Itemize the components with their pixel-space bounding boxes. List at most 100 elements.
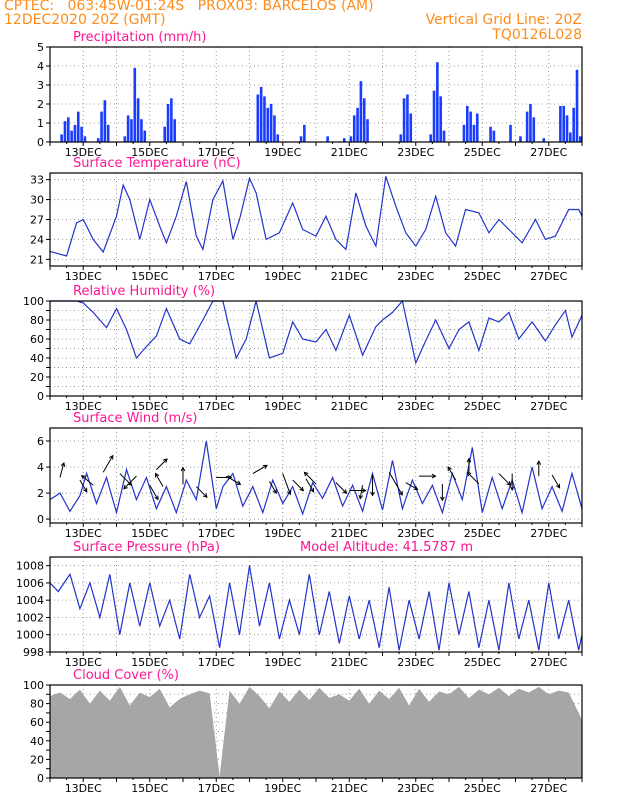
precip-bar xyxy=(492,130,496,142)
cloud-cover-ytick-label: 0 xyxy=(37,772,44,785)
humidity-ytick-label: 0 xyxy=(37,390,44,403)
wind-arrow-head xyxy=(555,483,561,489)
precipitation-ytick-label: 5 xyxy=(37,41,44,54)
precip-bar xyxy=(465,105,469,142)
wind-arrow xyxy=(225,475,241,485)
temperature-xtick-label: 27DEC xyxy=(530,270,567,283)
wind-arrow xyxy=(79,479,88,493)
temperature-ytick-label: 27 xyxy=(30,214,44,227)
wind-arrow xyxy=(292,479,304,492)
wind-ytick-label: 0 xyxy=(37,513,44,526)
wind-arrow-head xyxy=(227,475,233,480)
cloud-cover-xtick-label: 15DEC xyxy=(131,782,168,795)
temperature-xtick-label: 23DEC xyxy=(397,270,434,283)
precip-bar xyxy=(475,113,479,142)
precip-bar xyxy=(562,105,566,142)
cloud-cover-ytick-label: 80 xyxy=(30,698,44,711)
precip-bar xyxy=(362,98,366,142)
precip-bar xyxy=(126,115,130,142)
wind-arrow xyxy=(447,466,457,481)
wind-arrow xyxy=(551,474,561,489)
wind-arrow-head xyxy=(466,457,472,463)
precip-bar xyxy=(83,136,87,142)
precip-bar xyxy=(123,136,127,142)
precip-bar xyxy=(103,100,107,142)
precipitation-ytick-label: 2 xyxy=(37,98,44,111)
wind-arrow-head xyxy=(180,466,186,472)
humidity-title: Relative Humidity (%) xyxy=(73,284,215,299)
precipitation-xtick-label: 17DEC xyxy=(198,146,235,159)
cloud-cover-area xyxy=(50,686,582,778)
cloud-cover-ytick-label: 60 xyxy=(30,716,44,729)
pressure-line xyxy=(49,565,583,651)
wind-arrow xyxy=(498,473,511,486)
wind-arrow-head xyxy=(439,496,445,502)
precip-bar xyxy=(469,111,472,142)
wind-arrow-head xyxy=(413,485,419,490)
cloud-cover-xtick-label: 23DEC xyxy=(397,782,434,795)
wind-xtick-label: 27DEC xyxy=(530,527,567,540)
wind-arrow xyxy=(59,462,65,478)
precip-bar xyxy=(163,126,167,142)
wind-arrow-head xyxy=(358,494,364,500)
precipitation-xtick-label: 15DEC xyxy=(131,146,168,159)
wind-arrow xyxy=(282,473,291,495)
wind-arrow-head xyxy=(342,489,348,495)
precipitation-xtick-label: 13DEC xyxy=(65,146,102,159)
precip-bar xyxy=(569,132,572,142)
pressure-xtick-label: 17DEC xyxy=(198,656,235,669)
wind-arrow xyxy=(466,472,480,485)
wind-arrow-head xyxy=(509,486,515,491)
temperature-line xyxy=(49,176,583,257)
wind-ytick-label: 4 xyxy=(37,461,44,474)
cloud-cover-ytick-label: 40 xyxy=(30,735,44,748)
precip-bar xyxy=(166,104,170,142)
wind-xtick-label: 23DEC xyxy=(397,527,434,540)
wind-xtick-label: 19DEC xyxy=(264,527,301,540)
precip-bar xyxy=(525,111,529,142)
temperature-ytick-label: 30 xyxy=(30,194,44,207)
precip-bar xyxy=(436,62,439,143)
precip-bar xyxy=(509,124,512,142)
humidity-xtick-label: 19DEC xyxy=(264,400,301,413)
wind-arrow-head xyxy=(309,487,315,493)
precip-bar xyxy=(359,81,363,142)
precip-bar xyxy=(303,124,306,142)
precipitation-ytick-label: 0 xyxy=(37,136,44,149)
precip-bar xyxy=(462,124,466,142)
wind-arrow-head xyxy=(370,491,375,497)
wind-arrow-head xyxy=(155,472,160,478)
precip-bar xyxy=(76,111,80,142)
precip-bar xyxy=(519,136,522,142)
wind-arrow xyxy=(405,482,418,490)
wind-arrow-head xyxy=(202,493,208,498)
precip-bar xyxy=(559,105,562,142)
precip-bar xyxy=(73,124,77,142)
temperature-xtick-label: 17DEC xyxy=(198,270,235,283)
wind-arrow-head xyxy=(431,473,437,479)
cloud-cover-xtick-label: 13DEC xyxy=(65,782,102,795)
precip-bar xyxy=(399,134,403,142)
precipitation-xtick-label: 19DEC xyxy=(264,146,301,159)
wind-arrow-head xyxy=(299,486,305,492)
precip-bar xyxy=(259,86,263,142)
temperature-ytick-label: 21 xyxy=(30,253,44,266)
wind-arrow-head xyxy=(286,490,292,496)
wind-arrow-head xyxy=(272,489,277,495)
wind-arrow-head xyxy=(60,461,66,467)
precipitation-xtick-label: 25DEC xyxy=(464,146,501,159)
precipitation-ytick-label: 1 xyxy=(37,117,44,130)
precipitation-ytick-label: 4 xyxy=(37,60,44,73)
precip-bar xyxy=(80,126,83,142)
humidity-xtick-label: 27DEC xyxy=(530,400,567,413)
precip-bar xyxy=(266,107,270,142)
pressure-ytick-label: 1004 xyxy=(16,594,44,607)
wind-xtick-label: 21DEC xyxy=(331,527,368,540)
pressure-xtick-label: 23DEC xyxy=(397,656,434,669)
wind-arrow-head xyxy=(163,458,168,464)
precip-bar xyxy=(96,138,100,142)
precip-bar xyxy=(170,98,173,142)
pressure-ytick-label: 1008 xyxy=(16,560,44,573)
humidity-ytick-label: 20 xyxy=(30,371,44,384)
precip-bar xyxy=(100,111,103,142)
